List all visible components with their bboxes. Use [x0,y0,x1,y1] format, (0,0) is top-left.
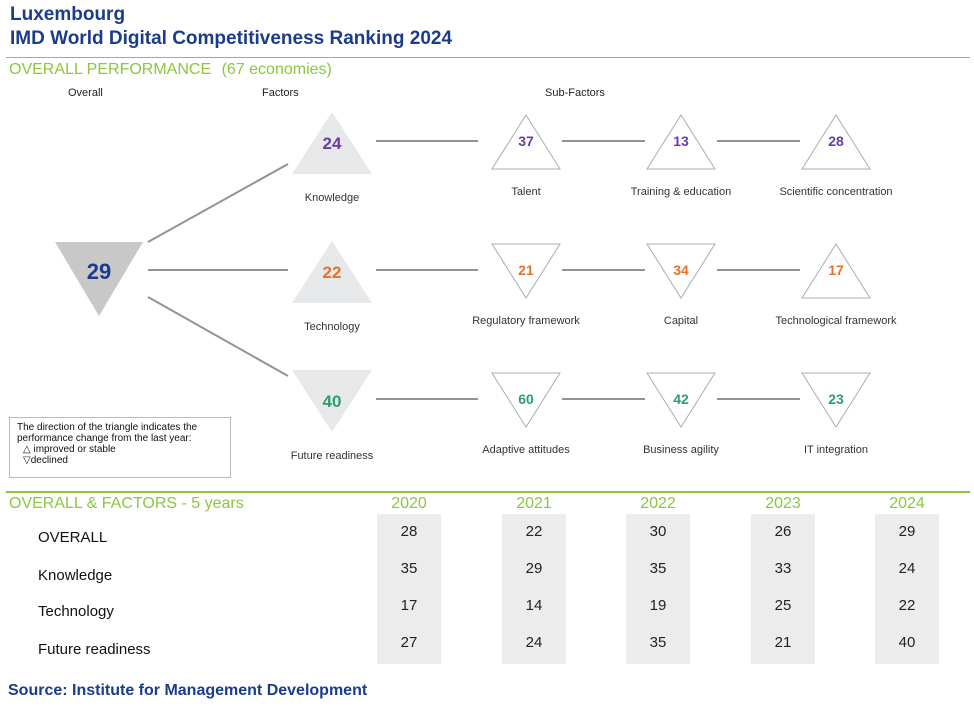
year-column-background [626,514,690,664]
column-header-overall: Overall [68,87,103,99]
factor-rank-triangle [292,241,372,303]
legend-declined: ▽declined [17,455,223,466]
triangle-down-icon: ▽ [23,455,31,466]
subfactor-label: Business agility [643,444,719,456]
overall-rank-triangle [55,242,143,316]
subfactor-rank-value: 28 [828,133,844,149]
table-cell: 35 [400,560,418,577]
subfactor-rank-value: 13 [673,133,689,149]
table-cell: 27 [400,634,418,651]
triangle-up-icon: △ [23,444,31,455]
table-cell: 14 [525,597,543,614]
factor-rank-triangle [292,112,372,174]
table-cell: 40 [898,634,916,651]
table-cell: 35 [649,634,667,651]
subfactor-rank-triangle [646,114,716,170]
subfactor-rank-triangle [491,372,561,428]
subfactor-rank-triangle [801,243,871,299]
subfactor-rank-triangle [646,372,716,428]
row-label: Technology [38,603,114,620]
table-cell: 29 [898,523,916,540]
overall-performance-title: OVERALL PERFORMANCE [9,61,212,78]
factor-label: Future readiness [291,450,374,462]
year-column-background [502,514,566,664]
table-cell: 22 [898,597,916,614]
factor-rank-value: 22 [323,263,342,282]
factor-label: Technology [304,321,360,333]
row-label: Knowledge [38,567,113,584]
source-note: Source: Institute for Management Develop… [8,682,368,699]
factor-rank-value: 40 [323,392,342,411]
year-column-background [875,514,939,664]
triangle-legend: The direction of the triangle indicates … [9,417,231,478]
history-heading: OVERALL & FACTORS - 5 years [9,495,244,512]
year-header: 2023 [765,495,801,512]
year-column-background [751,514,815,664]
row-label: Future readiness [38,641,151,658]
history-divider [6,491,970,493]
year-header: 2021 [516,495,552,512]
table-cell: 17 [400,597,418,614]
table-cell: 19 [649,597,667,614]
legend-improved: △ improved or stable [17,444,223,455]
subfactor-rank-triangle [801,114,871,170]
table-cell: 26 [774,523,792,540]
subfactor-rank-triangle [646,243,716,299]
overall-rank-value: 29 [87,259,111,284]
subfactor-label: Training & education [631,186,732,198]
table-cell: 29 [525,560,543,577]
overall-performance-heading: OVERALL PERFORMANCE (67 economies) [9,60,332,80]
subfactor-label: Talent [511,186,540,198]
subfactor-rank-value: 17 [828,262,844,278]
table-cell: 24 [898,560,916,577]
subfactor-label: IT integration [804,444,868,456]
factor-label: Knowledge [305,192,359,204]
year-column-background [377,514,441,664]
country-name: Luxembourg [10,4,126,25]
row-label: OVERALL [38,529,108,546]
subfactor-label: Adaptive attitudes [482,444,570,456]
subfactor-rank-triangle [491,114,561,170]
table-cell: 33 [774,560,792,577]
legend-declined-label: declined [30,455,68,466]
section-divider [6,57,970,58]
legend-improved-label: improved or stable [30,444,116,455]
subfactor-rank-value: 60 [518,391,534,407]
year-header: 2020 [391,495,427,512]
factor-rank-triangle [292,370,372,432]
table-cell: 30 [649,523,667,540]
subfactor-rank-value: 37 [518,133,534,149]
table-cell: 25 [774,597,792,614]
subfactor-label: Technological framework [775,315,897,327]
factor-rank-value: 24 [323,134,342,153]
column-header-subfactors: Sub-Factors [545,87,605,99]
subfactor-rank-value: 42 [673,391,689,407]
column-header-factors: Factors [262,87,299,99]
subfactor-rank-value: 23 [828,391,844,407]
subfactor-label: Capital [664,315,698,327]
table-cell: 21 [774,634,792,651]
subfactor-rank-triangle [491,243,561,299]
legend-line-2: performance change from the last year: [17,433,192,444]
table-cell: 35 [649,560,667,577]
table-cell: 28 [400,523,418,540]
subfactor-rank-value: 34 [673,262,689,278]
economies-count: (67 economies) [221,61,332,78]
connector-line [147,296,289,377]
legend-line-1: The direction of the triangle indicates … [17,422,198,433]
table-cell: 24 [525,634,543,651]
year-header: 2022 [640,495,676,512]
connector-line [147,163,289,243]
report-title: IMD World Digital Competitiveness Rankin… [10,28,453,49]
subfactor-rank-value: 21 [518,262,534,278]
table-cell: 22 [525,523,543,540]
subfactor-rank-triangle [801,372,871,428]
subfactor-label: Scientific concentration [779,186,892,198]
year-header: 2024 [889,495,925,512]
ranking-tree-diagram: 29 24 Knowledge 37 Talent 13 Training & educat… [55,112,897,462]
subfactor-label: Regulatory framework [472,315,580,327]
